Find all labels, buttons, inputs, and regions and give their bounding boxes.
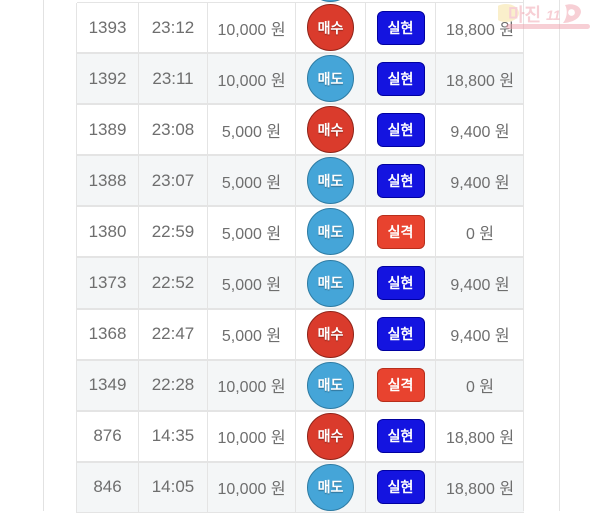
- svg-text:마진: 마진: [508, 5, 541, 25]
- svg-text:11: 11: [546, 7, 561, 23]
